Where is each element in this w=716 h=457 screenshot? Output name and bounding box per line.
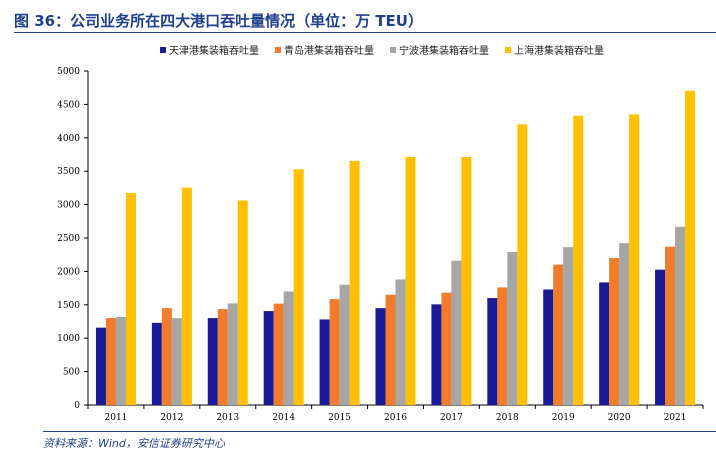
bar — [349, 160, 360, 405]
bar — [675, 226, 686, 405]
bar — [619, 243, 630, 405]
y-tick-label: 3000 — [57, 201, 80, 211]
bar — [293, 169, 304, 405]
bar — [441, 292, 452, 405]
bar — [553, 264, 564, 405]
bar — [105, 318, 116, 405]
x-tick-label: 2019 — [552, 413, 575, 423]
bar — [329, 299, 340, 405]
legend-swatch — [160, 46, 166, 53]
y-tick-label: 3500 — [57, 167, 80, 177]
legend-label: 上海港集装箱吞吐量 — [514, 46, 604, 57]
bar — [385, 294, 396, 405]
bar — [375, 308, 386, 405]
x-tick-label: 2013 — [216, 413, 239, 423]
legend-label: 天津港集装箱吞吐量 — [169, 46, 259, 57]
y-tick-label: 0 — [74, 401, 80, 411]
legend-swatch — [275, 46, 281, 53]
bar — [405, 156, 416, 405]
bar — [395, 279, 406, 405]
bar — [507, 252, 518, 405]
source-note-bar: 资料来源：Wind，安信证券研究中心 — [43, 431, 716, 450]
y-tick-label: 500 — [63, 368, 80, 378]
bar — [263, 311, 274, 405]
y-tick-label: 1500 — [57, 301, 80, 311]
y-tick-label: 5000 — [57, 67, 80, 77]
chart-legend: 天津港集装箱吞吐量 青岛港集装箱吞吐量 宁波港集装箱吞吐量 上海港集装箱吞吐量 — [160, 42, 604, 57]
bar — [95, 327, 106, 405]
x-tick-label: 2018 — [496, 413, 519, 423]
legend-swatch — [390, 46, 396, 53]
bar — [629, 114, 640, 406]
bar — [685, 90, 696, 405]
bar — [125, 192, 136, 405]
y-tick-label: 1000 — [57, 334, 80, 344]
bar — [339, 284, 350, 405]
bar — [451, 260, 462, 405]
bar — [609, 257, 620, 405]
bar — [151, 322, 162, 405]
legend-item: 青岛港集装箱吞吐量 — [275, 42, 374, 57]
legend-swatch — [505, 46, 511, 53]
x-tick-label: 2015 — [328, 413, 351, 423]
bar — [171, 318, 182, 405]
y-tick-label: 4000 — [57, 134, 80, 144]
source-note: 资料来源：Wind，安信证券研究中心 — [43, 437, 225, 450]
bar — [543, 289, 554, 405]
x-tick-label: 2011 — [105, 413, 128, 423]
bar — [599, 282, 610, 405]
bar — [665, 246, 676, 405]
bar — [461, 156, 472, 405]
bar — [115, 317, 126, 405]
x-tick-label: 2016 — [384, 413, 407, 423]
bar — [237, 200, 248, 405]
bar — [487, 298, 498, 405]
bar — [431, 304, 442, 405]
bar — [655, 269, 666, 405]
bar — [227, 303, 238, 405]
bar — [207, 318, 218, 405]
x-tick-label: 2020 — [608, 413, 631, 423]
y-tick-label: 2500 — [57, 234, 80, 244]
bar — [273, 303, 284, 405]
bar — [217, 309, 228, 405]
bar — [497, 287, 508, 405]
legend-item: 天津港集装箱吞吐量 — [160, 42, 259, 57]
legend-label: 青岛港集装箱吞吐量 — [284, 46, 374, 57]
bar — [161, 308, 172, 405]
bar — [181, 187, 192, 405]
x-tick-label: 2021 — [664, 413, 687, 423]
bar — [517, 124, 528, 405]
x-tick-label: 2014 — [272, 413, 295, 423]
x-tick-label: 2012 — [160, 413, 183, 423]
y-tick-label: 2000 — [57, 267, 80, 277]
legend-item: 宁波港集装箱吞吐量 — [390, 42, 489, 57]
bar — [283, 291, 294, 405]
bar — [319, 319, 330, 405]
figure-title-bar: 图 36：公司业务所在四大港口吞吐量情况（单位：万 TEU） — [14, 8, 716, 33]
bar — [573, 115, 584, 406]
x-tick-label: 2017 — [440, 413, 463, 423]
legend-label: 宁波港集装箱吞吐量 — [399, 46, 489, 57]
y-tick-label: 4500 — [57, 100, 80, 110]
legend-item: 上海港集装箱吞吐量 — [505, 42, 604, 57]
bar — [563, 247, 574, 405]
figure-title: 图 36：公司业务所在四大港口吞吐量情况（单位：万 TEU） — [14, 12, 423, 30]
